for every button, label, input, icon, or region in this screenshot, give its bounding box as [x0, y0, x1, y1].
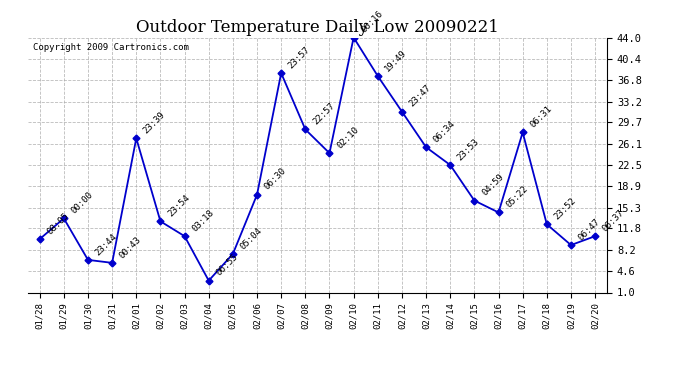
Text: 04:59: 04:59 — [480, 172, 505, 198]
Text: 06:37: 06:37 — [601, 208, 626, 233]
Text: 06:34: 06:34 — [432, 119, 457, 144]
Text: 23:44: 23:44 — [94, 232, 119, 257]
Text: 23:47: 23:47 — [408, 84, 433, 109]
Text: 19:49: 19:49 — [384, 48, 408, 73]
Text: 00:16: 00:16 — [359, 9, 384, 35]
Text: 03:18: 03:18 — [190, 208, 215, 233]
Text: 00:00: 00:00 — [70, 190, 95, 216]
Text: 02:10: 02:10 — [335, 125, 360, 150]
Text: 22:57: 22:57 — [311, 101, 336, 127]
Text: 06:30: 06:30 — [263, 166, 288, 192]
Text: 06:55: 06:55 — [215, 252, 239, 278]
Text: 06:31: 06:31 — [529, 104, 553, 130]
Text: Copyright 2009 Cartronics.com: Copyright 2009 Cartronics.com — [33, 43, 189, 52]
Text: 08:05: 08:05 — [46, 211, 70, 236]
Text: Outdoor Temperature Daily Low 20090221: Outdoor Temperature Daily Low 20090221 — [136, 19, 499, 36]
Text: 23:39: 23:39 — [142, 110, 167, 135]
Text: 23:57: 23:57 — [287, 45, 312, 70]
Text: 23:53: 23:53 — [456, 137, 481, 162]
Text: 00:43: 00:43 — [118, 235, 143, 260]
Text: 23:54: 23:54 — [166, 193, 191, 219]
Text: 23:52: 23:52 — [553, 196, 578, 222]
Text: 06:47: 06:47 — [577, 217, 602, 242]
Text: 05:22: 05:22 — [504, 184, 529, 210]
Text: 05:04: 05:04 — [239, 226, 264, 251]
